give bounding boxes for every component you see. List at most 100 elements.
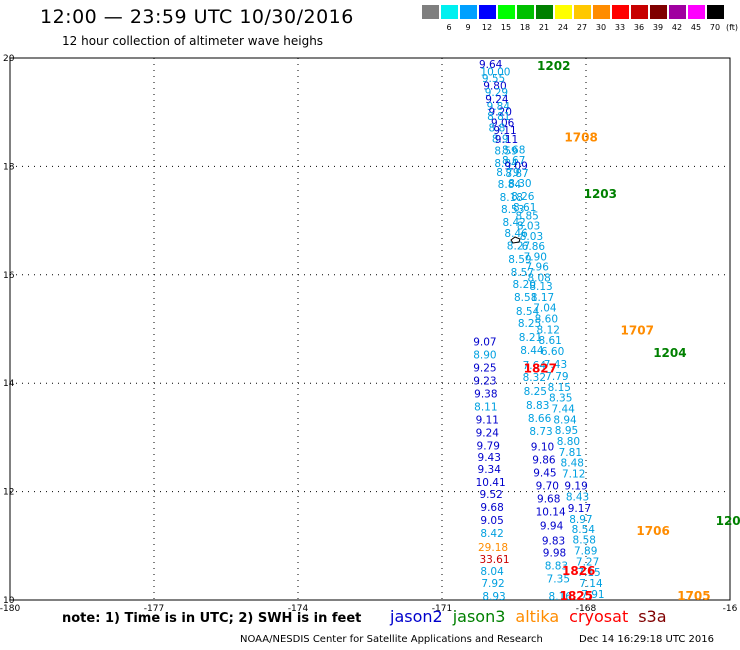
- swh-value: 8.30: [508, 178, 531, 190]
- swh-value: 9.05: [480, 515, 503, 527]
- swh-value: 7.35: [547, 574, 570, 586]
- satellite-name: s3a: [638, 607, 667, 626]
- x-tick-label: -180: [0, 604, 20, 614]
- legend-label: 33: [614, 23, 626, 32]
- track-label: 1203: [584, 187, 617, 201]
- swh-value: 9.06: [491, 117, 515, 129]
- swh-value: 10.00: [480, 66, 510, 78]
- swh-value: 8.57: [511, 267, 534, 279]
- swh-value: 9.09: [504, 161, 527, 173]
- axis-ticks: -180 -177 -174 -171 -168 -16 20 18 16 14 12 10: [0, 54, 738, 614]
- swh-value: 7.04: [533, 303, 557, 315]
- swh-value: 8.79: [496, 167, 519, 179]
- legend-swatch: [707, 5, 724, 19]
- track-label: 1204: [653, 346, 686, 360]
- swh-value: 9.86: [532, 454, 556, 466]
- swh-value: 8.93: [482, 591, 505, 603]
- swh-value: 9.25: [473, 362, 496, 374]
- y-tick-label: 12: [3, 488, 14, 498]
- legend-swatch: [631, 5, 648, 19]
- legend-label: 24: [557, 23, 569, 32]
- swh-value: 8.97: [569, 514, 592, 526]
- swh-value: 8.44: [520, 345, 544, 357]
- swh-value: 8.26: [511, 191, 535, 203]
- swh-value: 6.60: [541, 346, 564, 358]
- y-tick-label: 16: [3, 271, 15, 281]
- swh-value: 7.90: [524, 252, 547, 264]
- track-label: 1705: [677, 589, 710, 603]
- swh-value: 8.58: [573, 535, 596, 547]
- swh-value: 8.32: [523, 372, 546, 384]
- swh-value: 8.21: [519, 332, 542, 344]
- swh-value: 7.12: [562, 469, 585, 481]
- swh-value: 8.51: [514, 292, 537, 304]
- legend-label: 45: [690, 23, 702, 32]
- y-tick-label: 14: [3, 379, 15, 389]
- swh-value: 9.98: [543, 548, 566, 560]
- swh-value: 7.81: [559, 447, 582, 459]
- swh-value: 7.44: [551, 403, 575, 415]
- track-label: 1826: [562, 564, 595, 578]
- swh-value: 10.41: [476, 477, 506, 489]
- swh-value: 9.55: [482, 73, 505, 85]
- swh-value: 8.66: [528, 413, 552, 425]
- swh-value: 9.11: [476, 414, 499, 426]
- swh-value: 9.24: [485, 94, 509, 106]
- legend-swatch: [460, 5, 477, 19]
- swh-value: 8.94: [553, 414, 577, 426]
- swh-value: 9.70: [536, 480, 559, 492]
- track-label: 1708: [564, 130, 597, 144]
- swh-value: 7.43: [544, 359, 567, 371]
- map-frame: [9, 57, 731, 601]
- swh-value: 8.13: [529, 281, 552, 293]
- swh-value: 9.07: [473, 336, 496, 348]
- satellite-name: jason2: [390, 607, 443, 626]
- swh-value: 8.61: [513, 202, 536, 214]
- map-title: 12:00 — 23:59 UTC 10/30/2016: [40, 6, 354, 28]
- swh-value: 8.54: [572, 524, 596, 536]
- legend-label: 6: [446, 23, 452, 32]
- legend-swatch: [669, 5, 686, 19]
- track-label: 1825: [560, 589, 593, 603]
- swh-value: 8.61: [538, 335, 561, 347]
- swh-value: 9.84: [487, 101, 511, 113]
- legend-swatch: [593, 5, 610, 19]
- swh-value: 8.84: [494, 158, 518, 170]
- legend-label: 18: [519, 23, 531, 32]
- y-tick-label: 18: [3, 162, 15, 172]
- swh-value: 8.85: [515, 211, 538, 223]
- legend-label: 70: [709, 23, 721, 32]
- swh-value: 9.19: [564, 480, 587, 492]
- swh-value: 7.27: [576, 556, 599, 568]
- swh-value: 8.20: [513, 279, 536, 291]
- y-tick-label: 10: [3, 596, 15, 606]
- swh-value: 8.04: [480, 566, 504, 578]
- legend-label: 36: [633, 23, 645, 32]
- legend-swatch: [479, 5, 496, 19]
- swh-value: 9.68: [480, 502, 503, 514]
- map-grid: [9, 57, 731, 601]
- swh-value: 29.18: [478, 542, 508, 554]
- legend-swatch: [650, 5, 667, 19]
- x-tick-label: -16: [723, 604, 738, 614]
- swh-value: 8.12: [537, 324, 560, 336]
- legend-label: 42: [671, 23, 683, 32]
- swh-value: 8.59: [508, 254, 531, 266]
- swh-value: 8.81: [487, 111, 510, 123]
- swh-value: 9.83: [542, 536, 565, 548]
- x-tick-label: -168: [576, 604, 597, 614]
- swh-value: 9.34: [478, 464, 502, 476]
- legend-swatch: [555, 5, 572, 19]
- track-labels-layer: 1202 1708 1203 1707 1204 1827 1706 1205 1826 1825…: [524, 59, 740, 603]
- swh-value: 33.61: [479, 554, 509, 566]
- swh-value: 8.42: [480, 528, 503, 540]
- swh-value: 7.15: [577, 567, 600, 579]
- legend-label: 15: [500, 23, 512, 32]
- track-label: 1827: [524, 361, 557, 375]
- y-tick-label: 20: [3, 54, 15, 64]
- swh-value: 8.80: [557, 436, 580, 448]
- swh-value: 8.73: [529, 426, 552, 438]
- swh-value: 7.92: [481, 578, 504, 590]
- x-tick-label: -171: [432, 604, 452, 614]
- swh-value: 6.86: [522, 241, 546, 253]
